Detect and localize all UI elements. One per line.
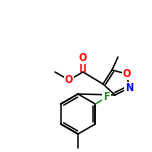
Text: F: F <box>103 93 110 102</box>
Text: O: O <box>79 53 87 63</box>
Text: O: O <box>65 75 73 85</box>
Text: O: O <box>123 69 131 79</box>
Text: N: N <box>125 83 133 93</box>
